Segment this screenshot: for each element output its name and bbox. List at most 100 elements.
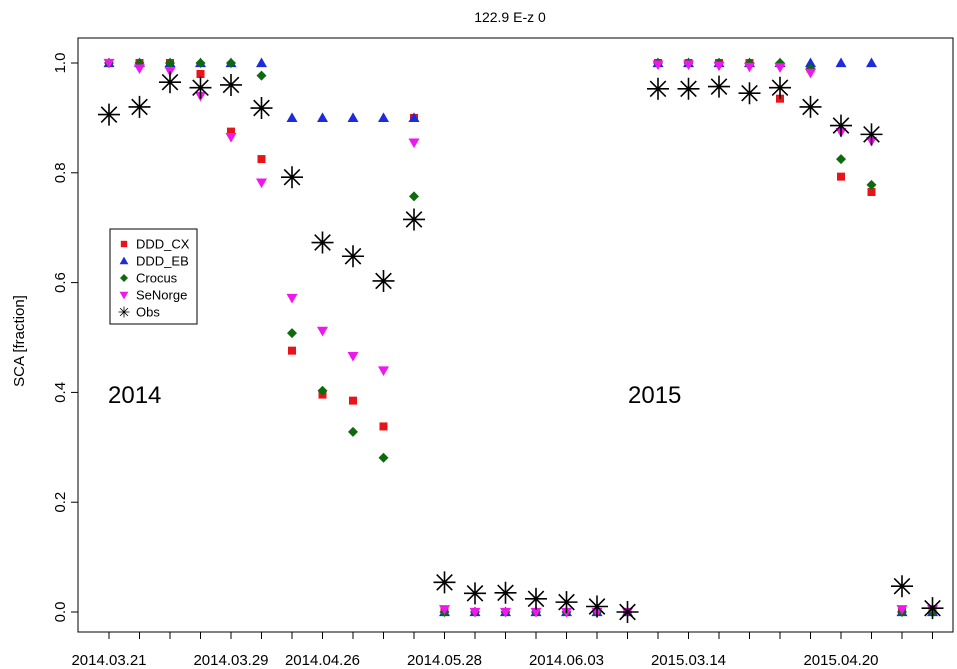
legend-swatch (119, 256, 129, 265)
point-senorge (317, 326, 328, 337)
point-crocus (866, 179, 877, 190)
x-tick-label: 2014.05.28 (407, 652, 482, 669)
legend-label: DDD_EB (136, 254, 189, 269)
point-obs (799, 95, 822, 118)
point-obs (403, 208, 425, 231)
point-senorge (134, 64, 145, 74)
point-senorge (347, 352, 359, 362)
point-obs (677, 77, 700, 100)
point-obs (220, 73, 242, 96)
point-obs (281, 166, 303, 189)
y-tick-label: 1.0 (52, 53, 69, 74)
point-obs (891, 575, 913, 598)
point-crocus (317, 385, 328, 396)
point-ddd-cx (349, 396, 357, 405)
legend-label: DDD_CX (136, 237, 190, 252)
point-obs (159, 71, 181, 94)
y-tick-label: 0.0 (52, 602, 69, 623)
point-senorge (805, 68, 816, 79)
point-crocus (378, 452, 389, 463)
point-senorge (744, 62, 755, 73)
point-senorge (286, 293, 298, 304)
point-ddd-eb (317, 112, 328, 123)
legend: DDD_CX DDD_EB Crocus SeNorge Obs (109, 228, 198, 325)
y-tick-label: 0.6 (52, 272, 69, 293)
point-senorge (439, 605, 450, 615)
point-obs (525, 587, 547, 610)
point-senorge (469, 607, 481, 618)
point-obs (921, 597, 944, 620)
legend-swatch (119, 291, 129, 300)
point-ddd-eb (286, 112, 298, 123)
series-ddd-eb (103, 57, 938, 617)
point-senorge (408, 138, 420, 149)
point-ddd-eb (866, 57, 877, 68)
legend-label: SeNorge (136, 288, 187, 303)
point-obs (860, 123, 883, 146)
point-crocus (409, 191, 419, 202)
point-ddd-cx (837, 172, 845, 181)
point-obs (616, 601, 639, 623)
y-axis-label: SCA [fraction] (11, 295, 28, 387)
legend-swatch (120, 240, 128, 248)
point-senorge (530, 607, 542, 618)
point-crocus (165, 58, 175, 68)
point-senorge (500, 607, 511, 618)
point-obs (311, 231, 334, 254)
y-tick-label: 0.2 (52, 492, 69, 513)
point-crocus (836, 154, 846, 165)
point-crocus (226, 58, 236, 68)
point-obs (586, 595, 608, 618)
point-ddd-eb (378, 112, 389, 123)
axes (77, 37, 954, 633)
point-senorge (896, 605, 908, 615)
annotation-2015: 2015 (628, 382, 681, 409)
point-senorge (713, 61, 725, 72)
point-obs (342, 245, 364, 268)
plot-frame (77, 37, 954, 633)
point-ddd-cx (196, 69, 205, 78)
point-obs (769, 76, 791, 99)
tick-group: 0.0 0.2 0.4 0.6 0.8 1.0 2014.03.21 2014.03.29 20… (52, 53, 933, 669)
point-obs (708, 75, 730, 98)
x-tick-label: 2015.03.14 (651, 652, 726, 669)
annotation-2014: 2014 (108, 382, 161, 409)
point-obs (128, 95, 151, 118)
legend-label: Obs (136, 305, 160, 320)
point-crocus (287, 328, 297, 339)
point-crocus (256, 70, 267, 81)
point-obs (647, 77, 669, 100)
y-tick-label: 0.8 (52, 162, 69, 183)
point-senorge (378, 366, 389, 376)
chart-title: 122.9 E-z 0 (474, 9, 546, 25)
point-obs (464, 582, 486, 605)
point-ddd-eb (347, 112, 359, 123)
series-senorge (103, 58, 938, 618)
series-crocus (104, 58, 938, 617)
point-obs (250, 97, 273, 120)
legend-swatch (118, 306, 130, 318)
point-crocus (348, 426, 358, 437)
y-tick-label: 0.4 (52, 382, 69, 403)
point-obs (555, 591, 578, 614)
point-senorge (256, 178, 267, 189)
point-obs (830, 114, 852, 137)
point-obs (738, 82, 761, 105)
legend-swatch (120, 274, 128, 282)
point-ddd-eb (835, 57, 847, 68)
point-ddd-cx (257, 155, 266, 164)
x-tick-label: 2014.03.29 (193, 652, 268, 669)
point-ddd-cx (288, 346, 296, 355)
point-obs (189, 76, 212, 99)
point-ddd-cx (227, 127, 235, 136)
point-crocus (195, 58, 206, 68)
point-ddd-eb (408, 112, 420, 123)
point-senorge (103, 58, 115, 69)
point-senorge (652, 60, 664, 71)
point-ddd-eb (256, 57, 267, 68)
point-obs (372, 269, 395, 292)
point-obs (98, 103, 120, 126)
x-tick-label: 2014.03.21 (71, 652, 146, 669)
point-senorge (225, 132, 237, 143)
